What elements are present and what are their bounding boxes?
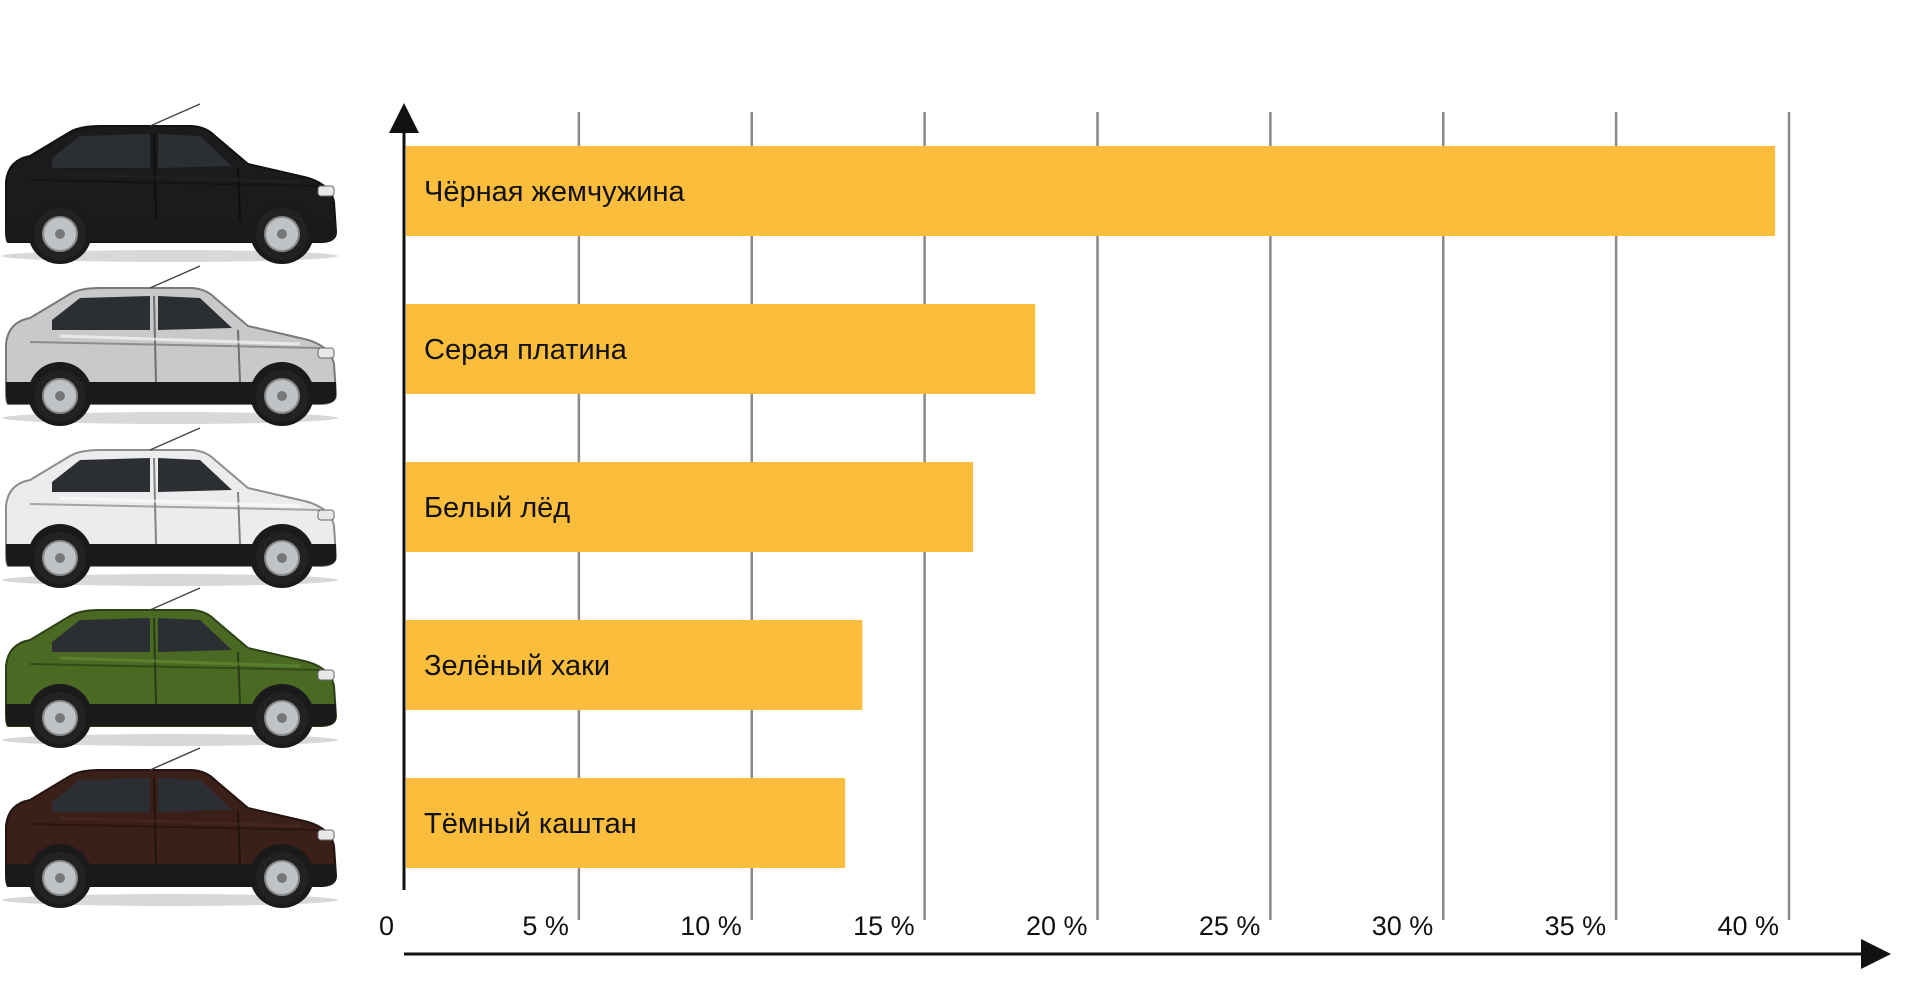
suv-white-icon [2, 427, 338, 588]
bar [406, 462, 974, 552]
tick-label: 5 % [522, 911, 569, 941]
car-images [2, 103, 338, 908]
bar [406, 304, 1036, 394]
tick-label: 20 % [1026, 911, 1088, 941]
bars: Чёрная жемчужина Серая платина Белый лёд Зе… [406, 146, 1776, 868]
axes [389, 103, 1891, 969]
suv-green-icon [2, 587, 338, 748]
bar-label: Зелёный хаки [424, 650, 610, 682]
bar-label: Чёрная жемчужина [424, 176, 686, 208]
suv-black-icon [2, 103, 338, 264]
tick-label: 35 % [1545, 911, 1607, 941]
tick-label: 0 [379, 911, 394, 941]
suv-brown-icon [2, 747, 338, 908]
bar [406, 778, 846, 868]
bar-label: Серая платина [424, 334, 628, 366]
bar-label: Белый лёд [424, 492, 570, 524]
x-tick-labels: 0 5 % 10 % 15 % 20 % 25 % 30 % 35 % 40 % [379, 911, 1779, 941]
tick-label: 10 % [680, 911, 742, 941]
tick-label: 40 % [1717, 911, 1779, 941]
bar [406, 620, 863, 710]
bar [406, 146, 1776, 236]
tick-label: 15 % [853, 911, 915, 941]
suv-silver-icon [2, 265, 338, 426]
tick-label: 30 % [1372, 911, 1434, 941]
tick-label: 25 % [1199, 911, 1261, 941]
bar-label: Тёмный каштан [424, 808, 637, 840]
